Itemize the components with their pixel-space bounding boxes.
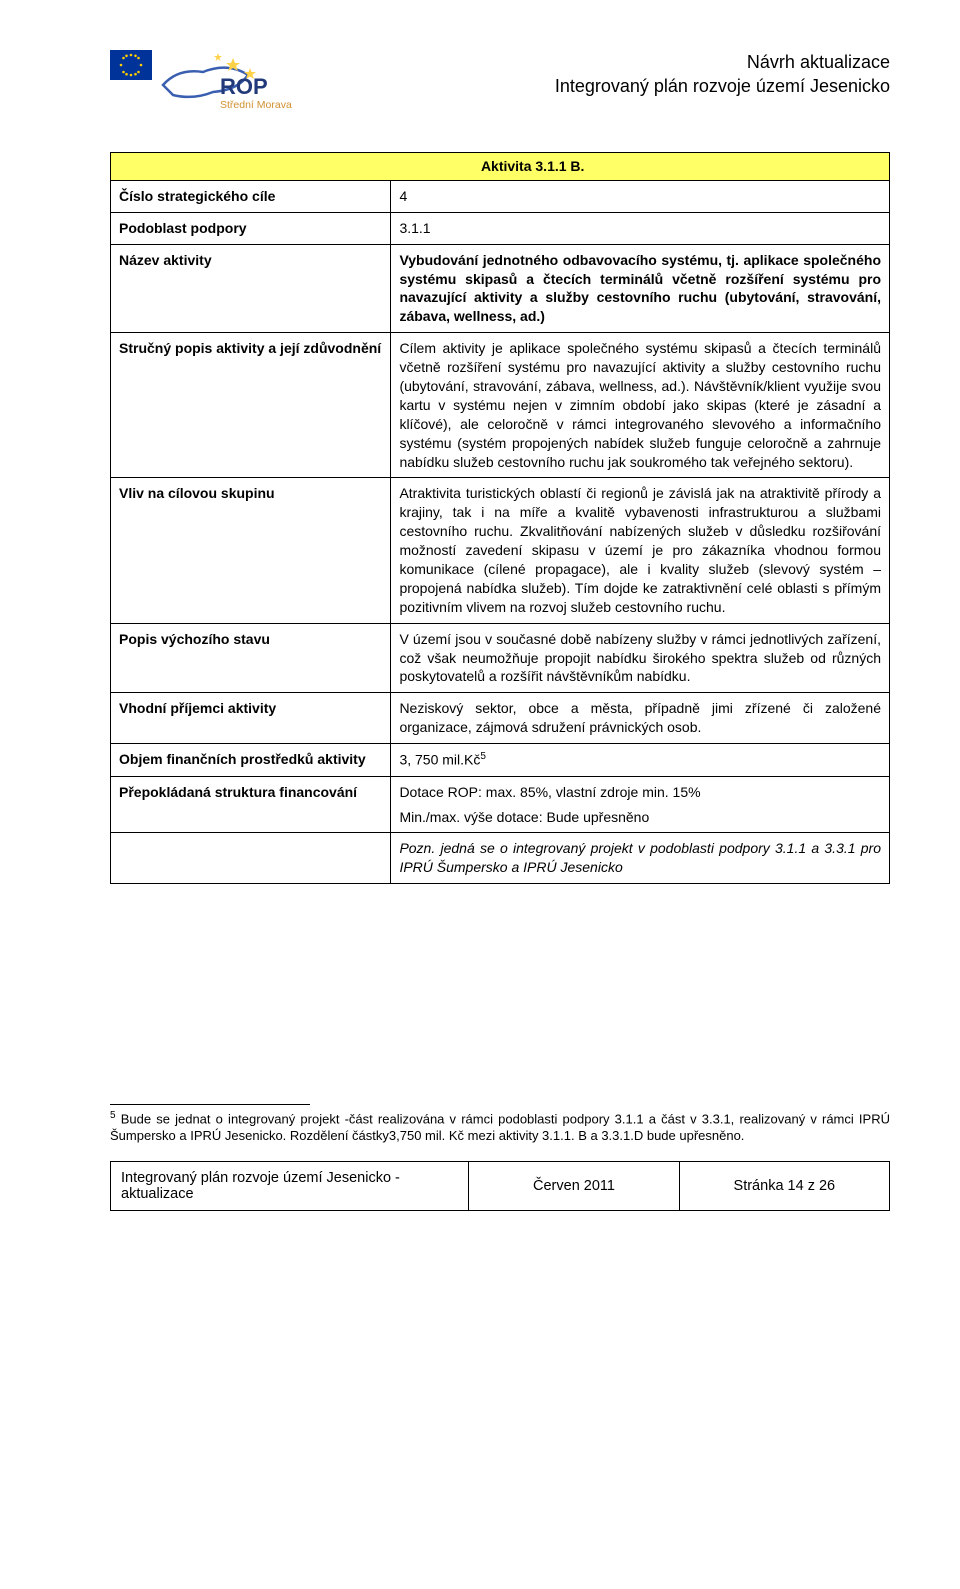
row-label: Popis výchozího stavu	[111, 623, 391, 693]
row-value: 4	[391, 180, 890, 212]
rop-subtext: Střední Morava	[220, 99, 292, 111]
row-value: Pozn. jedná se o integrovaný projekt v p…	[391, 833, 890, 884]
row-value: Neziskový sektor, obce a města, případně…	[391, 693, 890, 744]
rop-logo-icon: ROP Střední Morava	[158, 50, 298, 122]
row-value: 3, 750 mil.Kč5	[391, 744, 890, 777]
activity-title: Aktivita 3.1.1 B.	[391, 153, 890, 181]
row-value: Cílem aktivity je aplikace společného sy…	[391, 333, 890, 478]
eu-flag-icon	[110, 50, 152, 80]
row-value: V území jsou v současné době nabízeny sl…	[391, 623, 890, 693]
title-empty-cell	[111, 153, 391, 181]
page-header: ROP Střední Morava Návrh aktualizace Int…	[110, 50, 890, 122]
header-title: Návrh aktualizace Integrovaný plán rozvo…	[555, 50, 890, 99]
header-line1: Návrh aktualizace	[555, 50, 890, 74]
row-label: Podoblast podpory	[111, 212, 391, 244]
logo-block: ROP Střední Morava	[110, 50, 298, 122]
footnote: 5 Bude se jednat o integrovaný projekt -…	[110, 1109, 890, 1145]
footer-left: Integrovaný plán rozvoje území Jesenicko…	[111, 1162, 469, 1211]
row-label: Stručný popis aktivity a její zdůvodnění	[111, 333, 391, 478]
row-value: Atraktivita turistických oblastí či regi…	[391, 478, 890, 623]
row-label: Vliv na cílovou skupinu	[111, 478, 391, 623]
footer-mid: Červen 2011	[469, 1162, 679, 1211]
row-label: Přepokládaná struktura financování	[111, 776, 391, 833]
footer-right: Stránka 14 z 26	[679, 1162, 889, 1211]
footnote-separator	[110, 1104, 310, 1105]
row-label: Číslo strategického cíle	[111, 180, 391, 212]
footer-table: Integrovaný plán rozvoje území Jesenicko…	[110, 1161, 890, 1211]
header-line2: Integrovaný plán rozvoje území Jesenicko	[555, 74, 890, 98]
rop-text: ROP	[220, 74, 268, 99]
activity-table: Aktivita 3.1.1 B.Číslo strategického cíl…	[110, 152, 890, 884]
row-value: Dotace ROP: max. 85%, vlastní zdroje min…	[391, 776, 890, 833]
row-label: Vhodní příjemci aktivity	[111, 693, 391, 744]
footnote-text: Bude se jednat o integrovaný projekt -čá…	[110, 1112, 890, 1144]
row-label	[111, 833, 391, 884]
row-label: Objem finančních prostředků aktivity	[111, 744, 391, 777]
row-value: Vybudování jednotného odbavovacího systé…	[391, 244, 890, 333]
row-label: Název aktivity	[111, 244, 391, 333]
row-value: 3.1.1	[391, 212, 890, 244]
